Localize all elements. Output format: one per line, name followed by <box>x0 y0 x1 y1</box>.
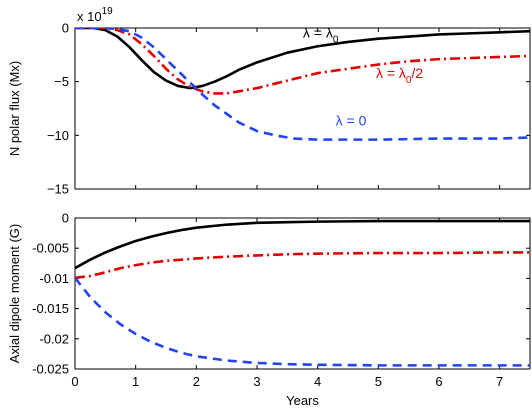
scale-multiplier: x 1019 <box>77 6 113 24</box>
y-tick-label: -0.025 <box>32 362 69 377</box>
bottom-panel: 0 1 2 3 4 5 6 7 0 -0.005 -0.01 -0.015 -0.02 -0.025 Axi… <box>7 211 531 408</box>
y-tick-label: −15 <box>47 182 69 197</box>
series-line-lambda_zero <box>75 276 530 367</box>
x-axis-label: Years <box>286 393 319 408</box>
y-axis-label: Axial dipole moment (G) <box>7 224 22 363</box>
annotation-lambda_lambda0: λ = λ0 <box>303 25 339 46</box>
y-tick-label: -0.02 <box>39 331 69 346</box>
x-tick-label: 1 <box>132 374 139 389</box>
x-tick-label: 7 <box>496 374 503 389</box>
annotation-subscript: 0 <box>333 35 339 46</box>
y-tick-label: -0.015 <box>32 301 69 316</box>
series-line-lambda_lambda0 <box>75 219 530 270</box>
annotation-text: λ = 0 <box>336 113 367 129</box>
y-tick-label: −10 <box>47 128 69 143</box>
y-tick-label: -0.005 <box>32 241 69 256</box>
x-tick-label: 3 <box>253 374 260 389</box>
y-axis-label: N polar flux (Mx) <box>7 61 22 156</box>
annotation-lambda_zero: λ = 0 <box>336 113 367 129</box>
x-tick-label: 5 <box>375 374 382 389</box>
annotation-subscript: 0 <box>406 75 412 86</box>
scale-multiplier-base: x 10 <box>77 9 102 24</box>
series-line-lambda_zero <box>75 28 530 141</box>
x-tick-label: 4 <box>314 374 321 389</box>
y-tick-label: −5 <box>54 74 69 89</box>
scale-multiplier-exponent: 19 <box>102 6 114 17</box>
x-tick-label: 0 <box>71 374 78 389</box>
annotation-lambda_half: λ = λ0/2 <box>376 65 423 86</box>
series-line-lambda_half <box>75 251 530 280</box>
y-tick-label: 0 <box>62 21 69 36</box>
plot-frame <box>74 27 531 190</box>
x-tick-label: 2 <box>193 374 200 389</box>
plot-frame <box>74 217 531 370</box>
x-tick-label: 6 <box>435 374 442 389</box>
series-line-lambda_half <box>75 28 530 95</box>
annotation-text: λ = λ <box>376 65 406 81</box>
y-tick-label: -0.01 <box>39 271 69 286</box>
annotation-text: λ = λ <box>303 25 333 41</box>
y-tick-label: 0 <box>62 211 69 226</box>
series-line-lambda_lambda0 <box>75 28 530 90</box>
annotation-tail: /2 <box>411 65 423 81</box>
